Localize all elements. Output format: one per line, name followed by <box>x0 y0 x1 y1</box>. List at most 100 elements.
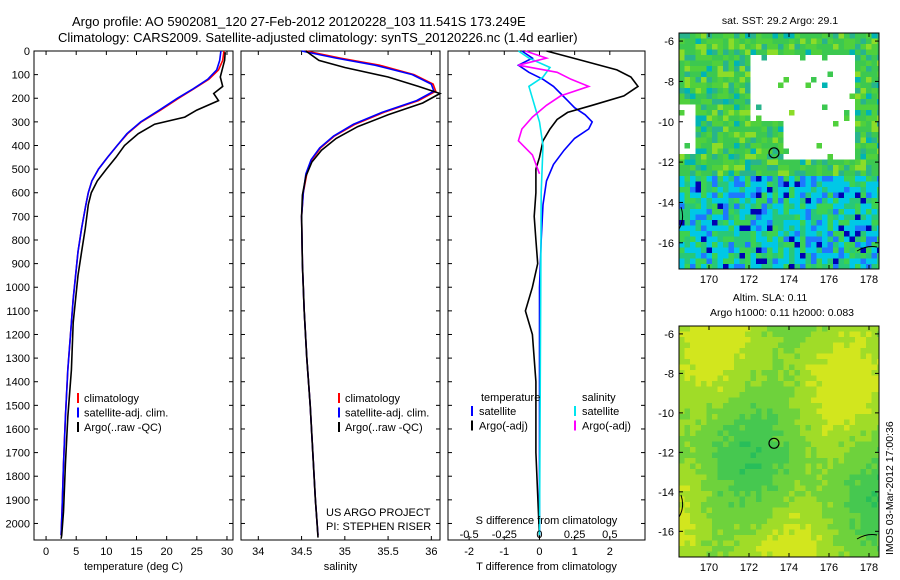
map-cell <box>855 425 861 431</box>
map-cell <box>860 165 866 171</box>
map-cell <box>761 414 767 420</box>
map-cell <box>844 225 850 231</box>
map-cell <box>822 540 828 546</box>
map-cell <box>805 165 811 171</box>
map-cell <box>849 55 855 61</box>
map-cell <box>684 535 690 541</box>
map-cell <box>794 375 800 381</box>
map-cell <box>712 203 718 209</box>
map-cell <box>811 258 817 264</box>
map-cell <box>717 110 723 116</box>
header-line-1: Argo profile: AO 5902081_120 27-Feb-2012… <box>72 14 526 29</box>
map-cell <box>690 104 696 110</box>
map-cell <box>728 121 734 127</box>
map-cell <box>827 99 833 105</box>
map-cell <box>739 247 745 253</box>
map-cell <box>756 137 762 143</box>
map-cell <box>772 518 778 524</box>
map-cell <box>761 491 767 497</box>
map-cell <box>739 480 745 486</box>
map-cell <box>871 353 877 359</box>
map-cell <box>866 170 872 176</box>
map-cell <box>778 181 784 187</box>
map-cell <box>783 148 789 154</box>
map-cell <box>684 126 690 132</box>
map-cell <box>860 381 866 387</box>
map-cell <box>877 181 879 187</box>
map-cell <box>739 198 745 204</box>
map-cell <box>822 436 828 442</box>
map-cell <box>706 513 712 519</box>
map-cell <box>684 242 690 248</box>
map-cell <box>844 469 850 475</box>
map-cell <box>838 414 844 420</box>
map-cell <box>761 375 767 381</box>
map-cell <box>849 337 855 343</box>
map-cell <box>695 247 701 253</box>
map-cell <box>860 414 866 420</box>
map-cell <box>756 353 762 359</box>
map-cell <box>800 496 806 502</box>
map-cell <box>690 375 696 381</box>
map-cell <box>728 364 734 370</box>
map-cell <box>783 247 789 253</box>
map-cell <box>734 551 740 557</box>
map-cell <box>844 507 850 513</box>
map-cell <box>772 535 778 541</box>
map-cell <box>789 60 795 66</box>
map-cell <box>866 463 872 469</box>
map-cell <box>849 507 855 513</box>
map-cell <box>811 551 817 557</box>
map-cell <box>871 524 877 530</box>
map-cell <box>745 370 751 376</box>
map-cell <box>877 93 879 99</box>
map-cell <box>849 165 855 171</box>
map-cell <box>849 364 855 370</box>
map-cell <box>739 397 745 403</box>
map-cell <box>822 452 828 458</box>
map-cell <box>728 419 734 425</box>
map-cell <box>827 430 833 436</box>
map-cell <box>816 507 822 513</box>
map-cell <box>701 33 707 39</box>
map-cell <box>827 253 833 259</box>
map-cell <box>728 392 734 398</box>
map-cell <box>723 386 729 392</box>
map-cell <box>805 55 811 61</box>
map-cell <box>877 386 879 392</box>
map-cell <box>849 392 855 398</box>
map-cell <box>739 176 745 182</box>
map-cell <box>756 507 762 513</box>
legend-label: satellite-adj. clim. <box>84 408 168 420</box>
map-cell <box>767 342 773 348</box>
map-cell <box>695 44 701 50</box>
map-cell <box>778 126 784 132</box>
map-cell <box>706 236 712 242</box>
map-cell <box>728 148 734 154</box>
legend-label: climatology <box>345 393 401 405</box>
map-cell <box>767 496 773 502</box>
map-cell <box>723 507 729 513</box>
map-cell <box>745 452 751 458</box>
map-cell <box>838 430 844 436</box>
map-cell <box>706 60 712 66</box>
map-cell <box>833 82 839 88</box>
map-cell <box>778 104 784 110</box>
x-tick-label: 178 <box>860 274 878 286</box>
map-cell <box>756 364 762 370</box>
map-cell <box>690 49 696 55</box>
map-cell <box>794 77 800 83</box>
map-cell <box>833 88 839 94</box>
map-cell <box>866 176 872 182</box>
map-cell <box>877 408 879 414</box>
map-cell <box>761 408 767 414</box>
map-cell <box>679 529 685 535</box>
map-cell <box>811 359 817 365</box>
map-cell <box>849 115 855 121</box>
map-cell <box>816 540 822 546</box>
map-cell <box>695 143 701 149</box>
x-tick-label: 170 <box>700 562 718 574</box>
map-cell <box>695 60 701 66</box>
map-cell <box>860 198 866 204</box>
map-cell <box>844 99 850 105</box>
